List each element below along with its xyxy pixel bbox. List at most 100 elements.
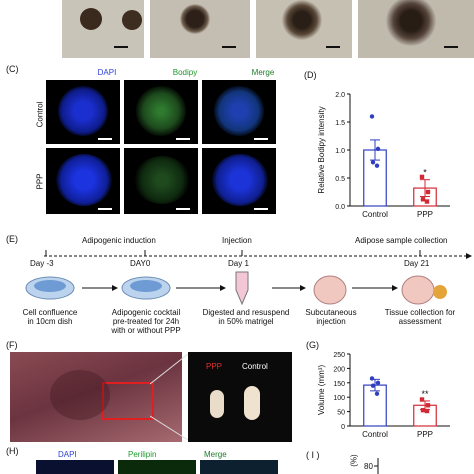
data-point <box>425 403 431 408</box>
panel-i-axis <box>374 458 379 474</box>
panel-e-letter: (E) <box>6 234 18 244</box>
spheroid <box>180 4 210 34</box>
spheroid <box>386 0 436 46</box>
merged-stain <box>212 154 268 206</box>
step-cell-confluence: Cell confluence in 10cm dish <box>22 308 78 326</box>
mouse-dissection-photo <box>10 352 182 442</box>
highlight-box <box>102 382 154 420</box>
y-tick-label: 0 <box>341 424 345 431</box>
nuclei-stain <box>56 154 112 206</box>
h-perilipin-image <box>118 460 196 474</box>
scale-bar <box>98 138 112 140</box>
y-axis-label: Relative Bodipy intensity <box>317 106 326 193</box>
significance-marker: ** <box>421 389 429 399</box>
data-point <box>369 376 375 381</box>
nuclei-stain <box>58 86 108 136</box>
header-dapi: DAPI <box>97 68 117 77</box>
header-bodipy: Bodipy <box>172 68 198 77</box>
label-ppp: PPP <box>206 362 223 371</box>
x-tick-label-control: Control <box>362 430 388 439</box>
step-adipogenic-cocktail: Adipogenic cocktail pre-treated for 24h … <box>111 308 181 335</box>
tissue-icon <box>433 285 447 299</box>
label-day21: Day 21 <box>404 259 430 268</box>
y-tick-label: 0.5 <box>335 176 345 183</box>
scale-bar <box>444 46 458 48</box>
tissue-ppp <box>210 390 224 418</box>
y-axis-label: Volume (mm³) <box>317 365 326 416</box>
panel-f-letter: (F) <box>6 340 18 350</box>
control-dapi-image <box>46 80 120 144</box>
label-day1: Day 1 <box>228 259 249 268</box>
label-day-minus3: Day -3 <box>30 259 54 268</box>
panel-i-tick-80: 80 <box>364 462 373 471</box>
ppp-merge-image <box>202 148 276 214</box>
lipid-stain <box>136 86 186 136</box>
step-tissue-collection: Tissue collection for assessment <box>384 308 456 326</box>
label-day0: DAY0 <box>130 259 151 268</box>
timeline-illustrations <box>25 271 447 306</box>
excised-tissue-photo: PPP Control <box>188 352 292 442</box>
y-tick-label: 150 <box>333 381 345 388</box>
chart-relative-bodipy: 0.0 0.5 1.0 1.5 2.0 Relative Bodipy intensity… <box>317 92 450 219</box>
chart-volume: 0 50 100 150 200 250 Volume (mm³) Control PPP ** <box>317 352 450 439</box>
y-tick-label: 50 <box>337 410 345 417</box>
y-tick-label: 2.0 <box>335 92 345 99</box>
step-digested-resuspend: Digested and resuspend in 50% matrigel <box>202 308 290 326</box>
data-point <box>425 189 431 195</box>
scale-bar <box>98 208 112 210</box>
data-point <box>424 408 430 414</box>
spheroid <box>122 10 142 30</box>
timeline <box>44 250 472 259</box>
lipid-stain <box>134 156 190 204</box>
scale-bar <box>254 208 268 210</box>
tube-icon <box>235 271 249 306</box>
y-tick-label: 200 <box>333 366 345 373</box>
x-tick-label-ppp: PPP <box>417 210 433 219</box>
label-control: Control <box>242 362 268 371</box>
header-dapi-h: DAPI <box>58 450 77 459</box>
merged-stain <box>214 86 264 136</box>
data-point <box>374 163 380 168</box>
zoom-lines <box>150 353 189 441</box>
header-perilipin: Perilipin <box>128 450 157 459</box>
data-point <box>375 380 381 385</box>
scale-bar <box>254 138 268 140</box>
phase-adipogenic-induction: Adipogenic induction <box>82 236 156 245</box>
h-merge-image <box>200 460 278 474</box>
phase-injection: Injection <box>222 236 252 245</box>
h-dapi-image <box>36 460 114 474</box>
panel-i-ylabel-fragment: (%) <box>349 454 359 467</box>
data-point <box>375 146 381 152</box>
data-point <box>370 383 376 388</box>
panel-d-letter: (D) <box>304 70 317 80</box>
y-tick-label: 0.0 <box>335 204 345 211</box>
spheroid <box>80 8 102 30</box>
data-point <box>369 114 375 119</box>
data-point <box>420 197 426 202</box>
timeline-arrowhead <box>466 253 472 259</box>
brightfield-image-1 <box>62 0 144 58</box>
data-point <box>420 407 426 413</box>
control-merge-image <box>202 80 276 144</box>
panel-g-letter: (G) <box>306 340 319 350</box>
row-label-ppp: PPP <box>35 173 45 190</box>
scale-bar <box>176 208 190 210</box>
y-tick-label: 1.5 <box>335 120 345 127</box>
data-point <box>370 160 376 165</box>
y-tick-label: 100 <box>333 395 345 402</box>
data-point <box>424 199 430 204</box>
data-point <box>419 397 425 402</box>
mouse-icon <box>313 275 347 305</box>
control-bodipy-image <box>124 80 198 144</box>
y-tick-label: 250 <box>333 352 345 359</box>
brightfield-image-4 <box>358 0 474 58</box>
spheroid <box>282 0 322 40</box>
panel-h-letter: (H) <box>6 446 19 456</box>
brightfield-image-2 <box>150 0 250 58</box>
data-point <box>419 174 425 180</box>
scale-bar <box>222 46 236 48</box>
tissue-control <box>244 386 260 420</box>
scale-bar <box>114 46 128 48</box>
x-tick-label-control: Control <box>362 210 388 219</box>
header-merge: Merge <box>251 68 275 77</box>
